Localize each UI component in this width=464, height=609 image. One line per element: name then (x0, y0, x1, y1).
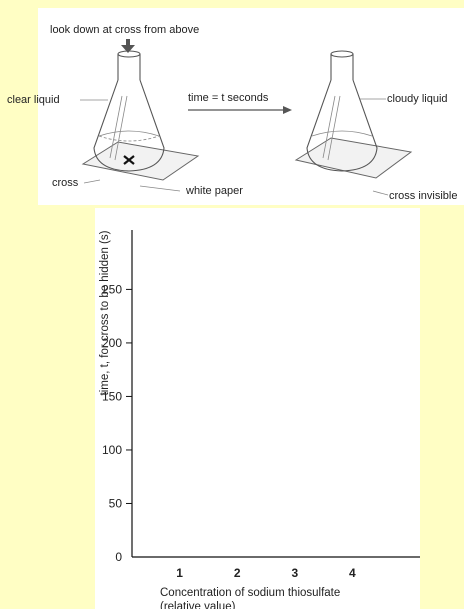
reaction-arrow-icon (188, 106, 292, 114)
y-tick-label: 0 (115, 550, 122, 564)
time-arrow-label: time = t seconds (188, 92, 269, 104)
experiment-diagram: look down at cross from above clear liqu… (7, 8, 464, 205)
clear-liquid-label: clear liquid (7, 94, 60, 106)
x-tick-label: 2 (234, 566, 241, 580)
white-paper-right (294, 137, 413, 179)
y-tick-label: 150 (102, 389, 122, 403)
cross-invisible-label: cross invisible (389, 190, 457, 202)
y-axis-label: time, t, for cross to be hidden (s) (99, 230, 111, 395)
white-paper-leader (139, 185, 181, 192)
x-axis-label: Concentration of sodium thiosulfate (160, 587, 340, 599)
right-flask (294, 50, 413, 179)
y-axis-ticks: 0 50 100 150 200 250 (102, 282, 132, 564)
cross-invisible-leader (372, 190, 389, 196)
graph-panel: 0 50 100 150 200 250 1 2 3 4 time, t, for cross … (95, 208, 420, 609)
look-down-arrow-icon (121, 39, 135, 53)
cross-label: cross (52, 177, 79, 189)
left-flask (81, 50, 200, 181)
y-tick-label: 250 (102, 282, 122, 296)
blank-graph: 0 50 100 150 200 250 1 2 3 4 time, t, for cross … (99, 230, 420, 609)
y-tick-label: 50 (109, 496, 123, 510)
y-tick-label: 200 (102, 336, 122, 350)
diagram-drawing: look down at cross from above clear liqu… (7, 24, 457, 202)
instruction-label: look down at cross from above (50, 24, 199, 36)
x-axis-ticks: 1 2 3 4 (176, 566, 356, 580)
white-paper-label: white paper (185, 185, 243, 197)
white-paper-left (81, 141, 200, 181)
cross-mark-icon (123, 155, 135, 165)
y-tick-label: 100 (102, 443, 122, 457)
x-tick-label: 4 (349, 566, 356, 580)
cross-leader (83, 179, 101, 184)
x-tick-label: 1 (176, 566, 183, 580)
x-tick-label: 3 (291, 566, 298, 580)
cloudy-liquid-label: cloudy liquid (387, 93, 448, 105)
x-axis-label-units: (relative value) (160, 601, 236, 609)
